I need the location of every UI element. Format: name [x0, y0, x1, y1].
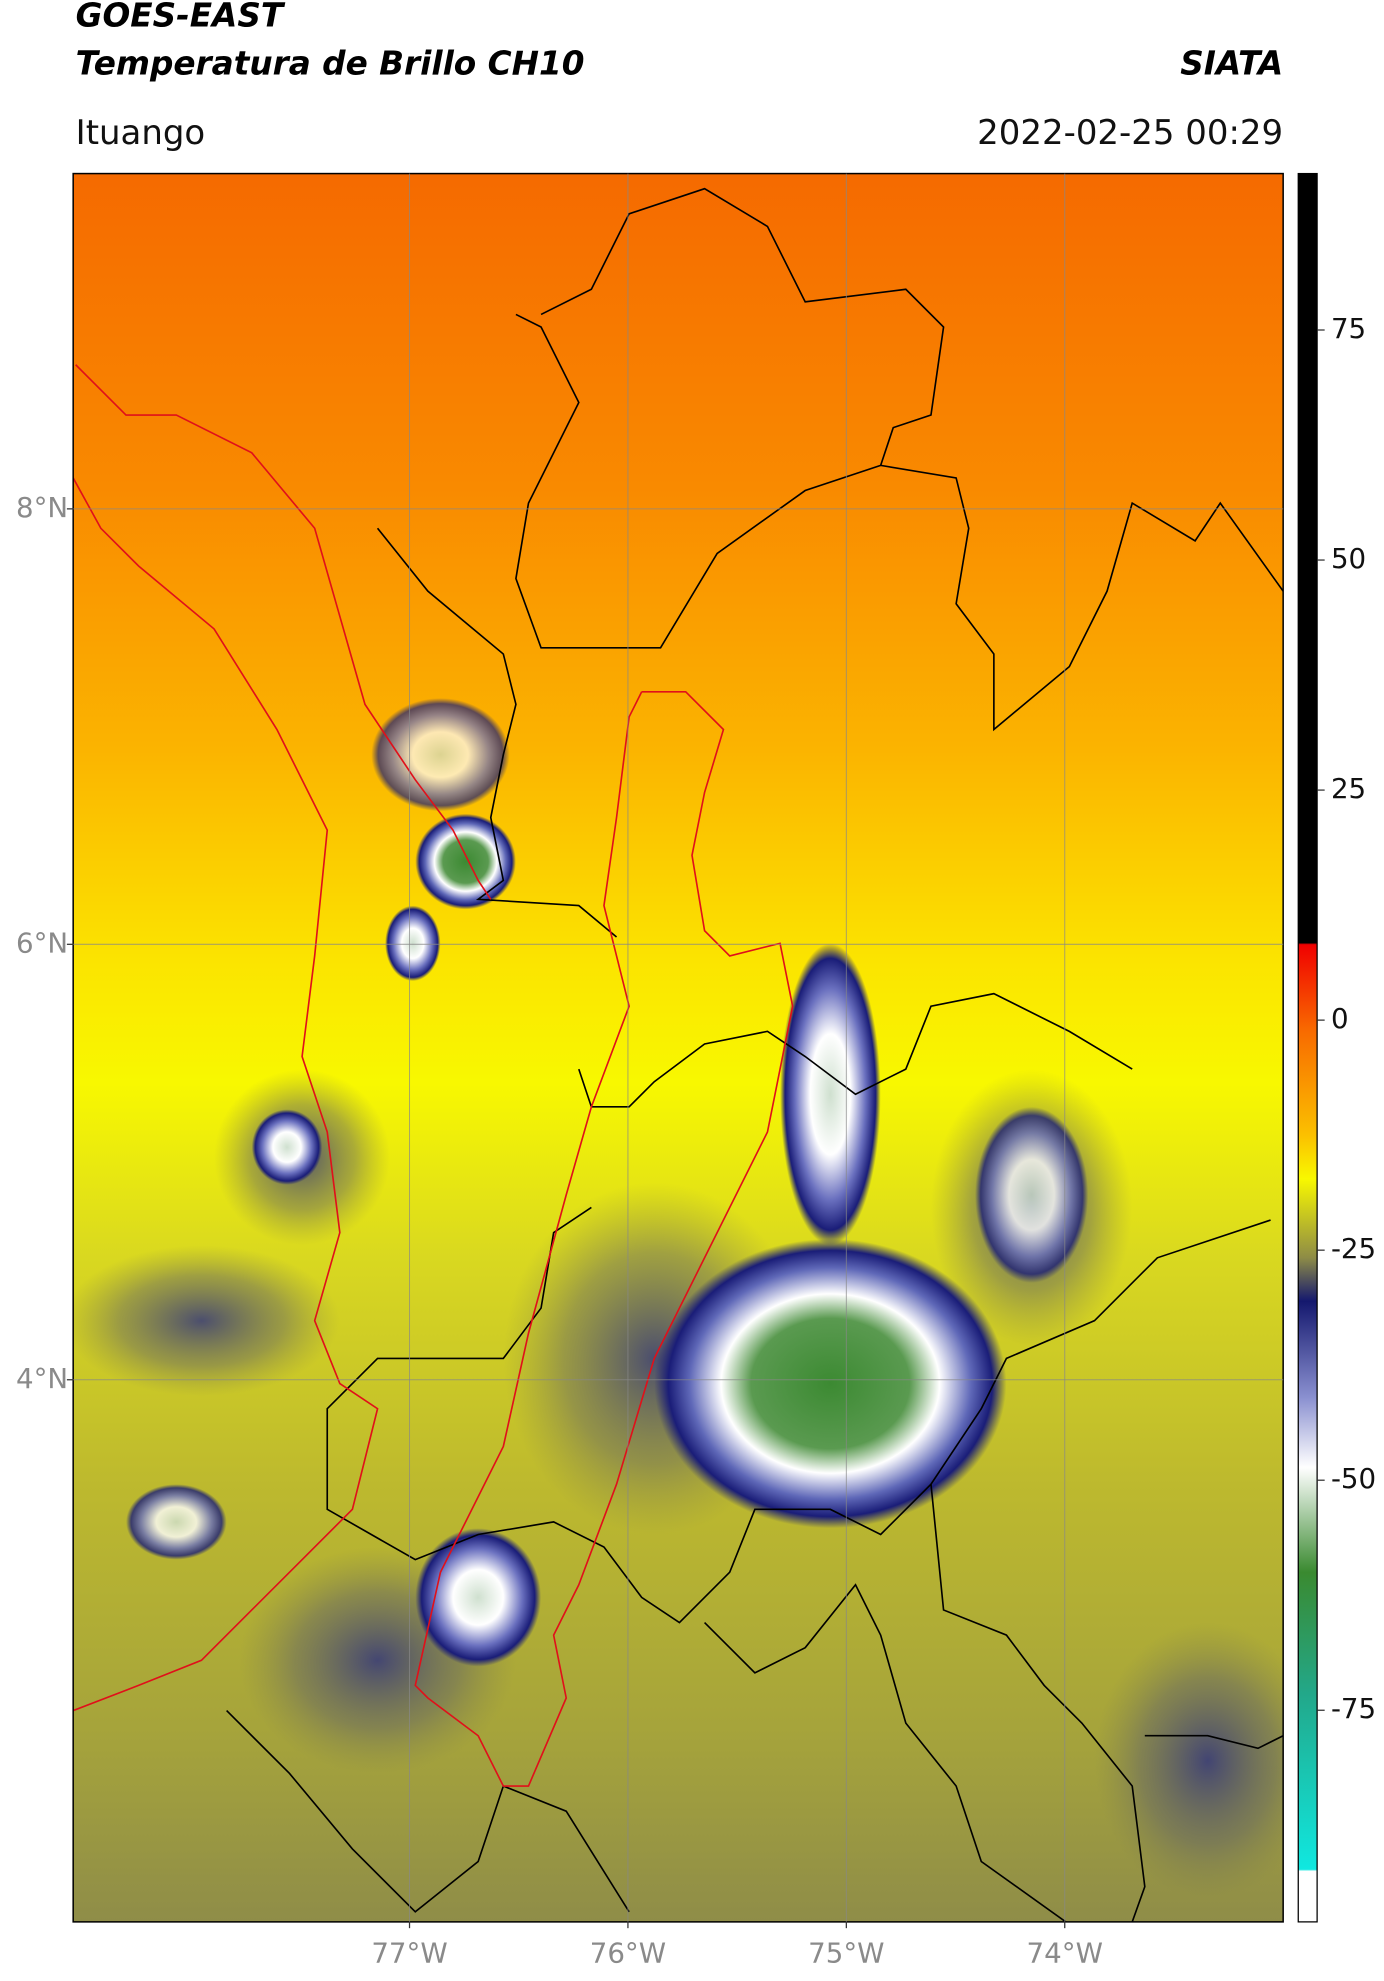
x-tick-label: 76°W [590, 1937, 666, 1970]
colorbar-tick-label: 25 [1331, 772, 1366, 805]
map-image [73, 173, 1284, 1922]
colorbar-tick-label: 50 [1331, 542, 1366, 575]
timestamp: 2022-02-25 00:29 [977, 113, 1283, 153]
location: Ituango [76, 113, 206, 153]
y-tick-label: 6°N [16, 926, 68, 959]
colorbar-tick-label: -75 [1331, 1692, 1376, 1725]
y-tick-label: 8°N [16, 491, 68, 524]
colorbar-tick-label: 0 [1331, 1002, 1349, 1035]
colorbar-tick-label: 75 [1331, 312, 1366, 345]
x-tick-label: 74°W [1027, 1937, 1103, 1970]
colorbar [1297, 172, 1318, 1923]
map-frame [72, 172, 1284, 1923]
x-tick-label: 77°W [371, 1937, 447, 1970]
x-tick-label: 75°W [808, 1937, 884, 1970]
source: SIATA [1180, 44, 1283, 82]
colorbar-tick-label: -50 [1331, 1462, 1376, 1495]
title: GOES-EAST [76, 0, 286, 35]
y-tick-label: 4°N [16, 1362, 68, 1395]
subtitle: Temperatura de Brillo CH10 [76, 44, 585, 82]
colorbar-tick-label: -25 [1331, 1232, 1376, 1265]
